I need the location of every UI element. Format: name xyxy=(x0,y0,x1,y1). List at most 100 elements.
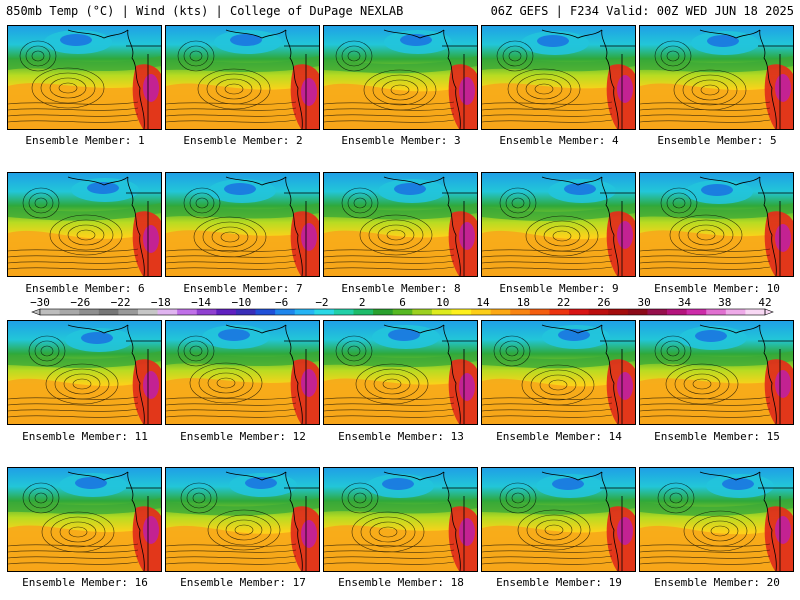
colorbar-segment xyxy=(412,309,433,315)
coastlines xyxy=(541,471,635,571)
coastlines xyxy=(67,324,161,424)
map-svg xyxy=(482,468,635,571)
map-svg xyxy=(8,173,161,276)
colorbar-segment xyxy=(157,309,178,315)
coastlines xyxy=(383,324,477,424)
height-contours xyxy=(324,40,455,123)
map-svg xyxy=(640,321,793,424)
transition-band xyxy=(8,498,161,515)
member-label: Ensemble Member: 18 xyxy=(338,576,464,589)
cold-core xyxy=(245,477,277,489)
warm-region xyxy=(166,525,319,571)
colorbar-segment xyxy=(255,309,276,315)
coastlines xyxy=(67,176,161,276)
height-contours xyxy=(324,482,455,565)
extreme-hot-core xyxy=(617,517,633,545)
member-label: Ensemble Member: 1 xyxy=(25,134,145,147)
coastlines xyxy=(699,471,793,571)
colorbar-tick-label: −6 xyxy=(275,296,288,309)
member-label: Ensemble Member: 12 xyxy=(180,430,306,443)
ensemble-map-panel xyxy=(481,467,636,572)
transition-band xyxy=(166,203,319,219)
coastlines xyxy=(699,324,793,424)
transition-band xyxy=(166,498,319,516)
coastlines xyxy=(699,29,793,129)
coastlines xyxy=(699,176,793,276)
colorbar-tick-label: 2 xyxy=(359,296,366,309)
ensemble-map-panel xyxy=(639,320,794,425)
colorbar-segment xyxy=(608,309,629,315)
colorbar-segment xyxy=(40,309,60,315)
ensemble-map-panel xyxy=(323,172,478,277)
transition-band xyxy=(324,203,477,220)
height-contours xyxy=(482,40,613,123)
colorbar-left-arrow xyxy=(31,308,41,316)
extreme-hot-core xyxy=(617,75,633,103)
colorbar-segment xyxy=(471,309,492,315)
member-label: Ensemble Member: 4 xyxy=(499,134,619,147)
ensemble-map-panel xyxy=(165,467,320,572)
cold-core xyxy=(382,478,414,490)
cold-core xyxy=(87,182,119,194)
map-svg xyxy=(324,173,477,276)
map-svg xyxy=(640,173,793,276)
member-label: Ensemble Member: 16 xyxy=(22,576,148,589)
cold-core xyxy=(60,34,92,46)
colorbar-segment xyxy=(549,309,570,315)
map-svg xyxy=(8,468,161,571)
colorbar-segment xyxy=(667,309,688,315)
extreme-hot-core xyxy=(775,74,791,102)
map-svg xyxy=(8,26,161,129)
warm-region xyxy=(324,83,477,129)
colorbar-segment xyxy=(98,309,119,315)
colorbar-tick-label: 18 xyxy=(517,296,530,309)
warm-region xyxy=(8,525,161,571)
extreme-hot-core xyxy=(459,373,475,401)
transition-band xyxy=(324,56,477,74)
ensemble-map-panel xyxy=(481,172,636,277)
extreme-hot-core xyxy=(775,370,791,398)
member-label: Ensemble Member: 13 xyxy=(338,430,464,443)
member-label: Ensemble Member: 14 xyxy=(496,430,622,443)
cold-core xyxy=(552,478,584,490)
member-label: Ensemble Member: 17 xyxy=(180,576,306,589)
cold-core xyxy=(218,329,250,341)
height-contours xyxy=(8,187,139,270)
extreme-hot-core xyxy=(301,369,317,397)
warm-region xyxy=(8,230,161,276)
cold-core xyxy=(75,477,107,489)
ensemble-map-panel xyxy=(639,467,794,572)
colorbar-svg: −30 −26 −22 −18 −14 −10 −6 −2 2 6 10 14 18 22 26 30 34 38… xyxy=(30,296,774,316)
colorbar-tick-label: 30 xyxy=(638,296,651,309)
ensemble-map-panel xyxy=(323,467,478,572)
map-svg xyxy=(324,468,477,571)
run-valid-time: 06Z GEFS | F234 Valid: 00Z WED JUN 18 20… xyxy=(490,4,794,18)
colorbar-segment xyxy=(216,309,237,315)
map-svg xyxy=(482,321,635,424)
map-svg xyxy=(640,26,793,129)
coastlines xyxy=(67,29,161,129)
cold-core xyxy=(707,35,739,47)
extreme-hot-core xyxy=(143,225,159,253)
member-label: Ensemble Member: 8 xyxy=(341,282,461,295)
header: 850mb Temp (°C) | Wind (kts) | College o… xyxy=(0,0,800,22)
colorbar-tick-label: 14 xyxy=(476,296,490,309)
extreme-hot-core xyxy=(775,224,791,252)
height-contours xyxy=(8,335,139,418)
map-svg xyxy=(8,321,161,424)
transition-band xyxy=(640,498,793,516)
colorbar-segment xyxy=(118,309,139,315)
height-contours xyxy=(166,187,297,270)
height-contours xyxy=(166,482,297,565)
extreme-hot-core xyxy=(143,371,159,399)
ensemble-map-panel xyxy=(481,25,636,130)
map-svg xyxy=(640,468,793,571)
transition-band xyxy=(640,203,793,219)
member-label: Ensemble Member: 5 xyxy=(657,134,777,147)
colorbar-segment xyxy=(196,309,217,315)
extreme-hot-core xyxy=(459,77,475,105)
warm-region xyxy=(8,378,161,424)
colorbar-segment xyxy=(686,309,707,315)
colorbar-segment xyxy=(706,309,727,315)
colorbar-segment xyxy=(745,309,766,315)
